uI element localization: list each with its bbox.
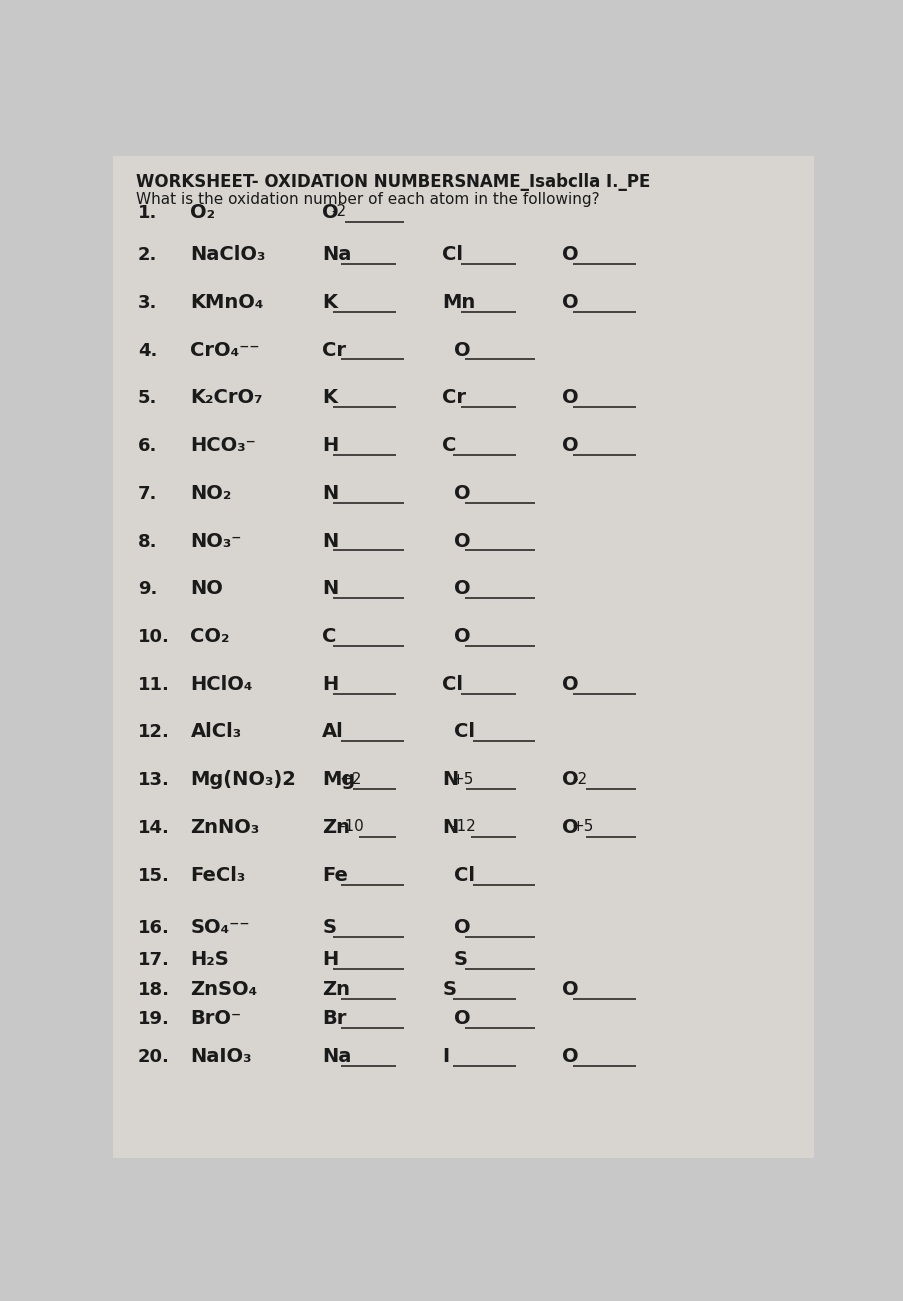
Text: O: O xyxy=(453,1008,470,1028)
Text: O: O xyxy=(562,1047,579,1067)
Text: -2: -2 xyxy=(572,771,586,787)
Text: NO: NO xyxy=(191,579,223,598)
Text: C: C xyxy=(321,627,336,647)
Text: I: I xyxy=(442,1047,449,1067)
Text: N: N xyxy=(321,484,338,502)
Text: Cl: Cl xyxy=(453,865,474,885)
Text: Na: Na xyxy=(321,245,351,264)
Text: Mg(NO₃)2: Mg(NO₃)2 xyxy=(191,770,296,790)
Text: What is the oxidation number of each atom in the following?: What is the oxidation number of each ato… xyxy=(136,191,600,207)
Text: 3.: 3. xyxy=(137,294,157,312)
Text: Cl: Cl xyxy=(442,245,463,264)
Text: 20.: 20. xyxy=(137,1049,170,1067)
Text: N: N xyxy=(321,532,338,550)
Text: +5: +5 xyxy=(572,820,593,834)
Text: H: H xyxy=(321,675,338,693)
Text: Zn: Zn xyxy=(321,980,349,999)
Text: 12.: 12. xyxy=(137,723,170,742)
Text: 13.: 13. xyxy=(137,771,170,790)
Text: C: C xyxy=(442,436,456,455)
Text: 1.: 1. xyxy=(137,204,157,221)
Text: 4.: 4. xyxy=(137,342,157,359)
Text: SO₄⁻⁻: SO₄⁻⁻ xyxy=(191,919,250,937)
Text: S: S xyxy=(442,980,456,999)
Text: S: S xyxy=(321,919,336,937)
Text: Na: Na xyxy=(321,1047,351,1067)
Text: -12: -12 xyxy=(452,820,476,834)
Text: 17.: 17. xyxy=(137,951,170,969)
Text: N: N xyxy=(442,770,458,790)
Text: -10: -10 xyxy=(339,820,364,834)
Text: Zn: Zn xyxy=(321,818,349,837)
Text: O: O xyxy=(562,980,579,999)
Text: AlCl₃: AlCl₃ xyxy=(191,722,241,742)
Text: Cl: Cl xyxy=(453,722,474,742)
Text: NO₃⁻: NO₃⁻ xyxy=(191,532,242,550)
Text: K: K xyxy=(321,293,337,312)
Text: NaClO₃: NaClO₃ xyxy=(191,245,265,264)
Text: O: O xyxy=(453,919,470,937)
Text: 15.: 15. xyxy=(137,866,170,885)
Text: N: N xyxy=(321,579,338,598)
Text: KMnO₄: KMnO₄ xyxy=(191,293,264,312)
Text: Mn: Mn xyxy=(442,293,475,312)
Text: 14.: 14. xyxy=(137,818,170,837)
Text: O: O xyxy=(562,818,579,837)
Text: Al: Al xyxy=(321,722,344,742)
Text: FeCl₃: FeCl₃ xyxy=(191,865,246,885)
Text: BrO⁻: BrO⁻ xyxy=(191,1008,241,1028)
Text: ZnSO₄: ZnSO₄ xyxy=(191,980,257,999)
Text: +5: +5 xyxy=(452,771,473,787)
Text: O: O xyxy=(453,532,470,550)
Text: O: O xyxy=(562,293,579,312)
Text: 7.: 7. xyxy=(137,485,157,502)
Text: Cl: Cl xyxy=(442,675,463,693)
Text: -2: -2 xyxy=(331,204,346,219)
Text: K₂CrO₇: K₂CrO₇ xyxy=(191,388,263,407)
Text: 16.: 16. xyxy=(137,919,170,937)
Text: 19.: 19. xyxy=(137,1010,170,1028)
Text: 11.: 11. xyxy=(137,675,170,693)
Text: +2: +2 xyxy=(339,771,361,787)
Text: 2.: 2. xyxy=(137,246,157,264)
Text: H₂S: H₂S xyxy=(191,951,229,969)
Text: O: O xyxy=(562,436,579,455)
Text: CrO₄⁻⁻: CrO₄⁻⁻ xyxy=(191,341,260,359)
Text: ZnNO₃: ZnNO₃ xyxy=(191,818,259,837)
Text: H: H xyxy=(321,951,338,969)
Text: Cr: Cr xyxy=(442,388,466,407)
Text: HCO₃⁻: HCO₃⁻ xyxy=(191,436,256,455)
Text: 5.: 5. xyxy=(137,389,157,407)
Text: Fe: Fe xyxy=(321,865,348,885)
Text: O: O xyxy=(562,388,579,407)
Text: O: O xyxy=(562,770,579,790)
Text: WORKSHEET- OXIDATION NUMBERS: WORKSHEET- OXIDATION NUMBERS xyxy=(136,173,466,191)
Text: O: O xyxy=(562,675,579,693)
Text: O: O xyxy=(562,245,579,264)
Text: Cr: Cr xyxy=(321,341,346,359)
Text: O: O xyxy=(453,341,470,359)
Text: 18.: 18. xyxy=(137,981,170,999)
Text: S: S xyxy=(453,951,468,969)
Text: 9.: 9. xyxy=(137,580,157,598)
Text: HClO₄: HClO₄ xyxy=(191,675,253,693)
Text: O: O xyxy=(453,627,470,647)
Text: K: K xyxy=(321,388,337,407)
Text: O₂: O₂ xyxy=(191,203,216,221)
Text: Mg: Mg xyxy=(321,770,355,790)
Text: O: O xyxy=(453,484,470,502)
Text: NAME_Isabclla I._PE: NAME_Isabclla I._PE xyxy=(465,173,649,191)
Text: N: N xyxy=(442,818,458,837)
Text: 6.: 6. xyxy=(137,437,157,455)
Text: O: O xyxy=(453,579,470,598)
Text: 8.: 8. xyxy=(137,532,157,550)
Text: O: O xyxy=(321,203,339,221)
Text: NaIO₃: NaIO₃ xyxy=(191,1047,252,1067)
FancyBboxPatch shape xyxy=(113,156,813,1158)
Text: NO₂: NO₂ xyxy=(191,484,231,502)
Text: 10.: 10. xyxy=(137,628,170,647)
Text: Br: Br xyxy=(321,1008,346,1028)
Text: CO₂: CO₂ xyxy=(191,627,229,647)
Text: H: H xyxy=(321,436,338,455)
